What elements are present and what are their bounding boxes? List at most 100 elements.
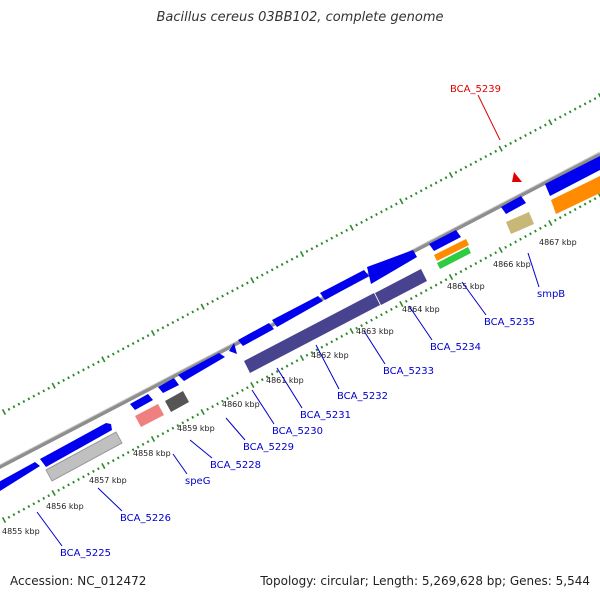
tick-minor xyxy=(141,442,145,446)
tick-major xyxy=(299,354,305,362)
feature-arrow[interactable] xyxy=(501,196,526,214)
feature-arrow[interactable] xyxy=(229,343,237,354)
tick-minor xyxy=(484,155,488,159)
tick-minor xyxy=(246,386,249,390)
tick-minor xyxy=(360,324,363,328)
feature-box-purple[interactable] xyxy=(375,269,427,305)
tick-minor xyxy=(588,99,592,103)
tick-minor xyxy=(156,328,160,332)
tick-minor xyxy=(573,208,577,211)
tick-minor xyxy=(469,264,473,268)
gene-label[interactable]: BCA_5234 xyxy=(430,342,481,353)
tick-minor xyxy=(126,344,130,348)
tick-minor xyxy=(320,345,324,349)
tick-minor xyxy=(12,405,16,409)
tick-minor xyxy=(593,97,597,101)
gene-leader xyxy=(172,453,188,475)
feature-arrow[interactable] xyxy=(320,270,369,300)
tick-minor xyxy=(57,488,60,492)
kbp-label: 4856 kbp xyxy=(46,502,84,511)
tick-minor xyxy=(544,123,547,127)
feature-box-orange[interactable] xyxy=(551,176,600,214)
tick-minor xyxy=(72,373,75,377)
feature-box-pink[interactable] xyxy=(135,404,164,427)
tick-major xyxy=(299,250,305,258)
tick-minor xyxy=(206,302,209,306)
tick-major xyxy=(1,516,7,524)
tick-minor xyxy=(146,334,150,338)
gene-leader xyxy=(315,344,340,390)
tick-minor xyxy=(519,136,522,140)
highlight-marker[interactable] xyxy=(512,172,522,182)
tick-minor xyxy=(131,448,135,452)
gene-label[interactable]: BCA_5232 xyxy=(337,391,388,402)
feature-arrow[interactable] xyxy=(40,423,112,467)
tick-minor xyxy=(106,461,110,465)
gene-label[interactable]: BCA_5225 xyxy=(60,548,111,559)
gene-leader xyxy=(461,281,487,316)
tick-minor xyxy=(464,267,468,271)
tick-minor xyxy=(67,483,70,487)
tick-minor xyxy=(265,270,269,274)
feature-arrow[interactable] xyxy=(178,353,225,381)
gene-label[interactable]: smpB xyxy=(537,289,565,300)
tick-minor xyxy=(563,112,567,116)
tick-minor xyxy=(111,352,115,356)
tick-minor xyxy=(563,213,567,217)
tick-major xyxy=(399,300,404,308)
feature-arrow[interactable] xyxy=(367,250,417,284)
feature-arrow[interactable] xyxy=(130,394,153,410)
tick-minor xyxy=(285,260,289,264)
tick-major xyxy=(448,171,454,179)
tick-minor xyxy=(97,467,100,471)
tick-minor xyxy=(429,184,433,188)
tick-minor xyxy=(345,332,349,336)
tick-minor xyxy=(454,170,458,174)
kbp-label: 4858 kbp xyxy=(133,449,171,458)
gene-label[interactable]: BCA_5233 xyxy=(383,366,434,377)
feature-arrow[interactable] xyxy=(0,462,40,491)
tick-minor xyxy=(236,286,239,290)
tick-major xyxy=(597,192,600,198)
feature-box-orange[interactable] xyxy=(434,239,469,261)
tick-minor xyxy=(489,253,493,257)
gene-label[interactable]: BCA_5226 xyxy=(120,513,171,524)
feature-arrow[interactable] xyxy=(272,296,323,327)
tick-minor xyxy=(573,107,577,111)
feature-box-darkgray[interactable] xyxy=(165,391,189,412)
feature-arrow[interactable] xyxy=(158,378,179,393)
tick-minor xyxy=(265,375,269,379)
gene-label[interactable]: BCA_5228 xyxy=(210,460,261,471)
tick-minor xyxy=(285,364,289,368)
tick-minor xyxy=(395,305,398,309)
gene-label[interactable]: BCA_5230 xyxy=(272,426,323,437)
gene-label[interactable]: speG xyxy=(185,476,210,487)
tick-minor xyxy=(186,418,190,422)
feature-box-gray[interactable] xyxy=(45,431,123,482)
tick-minor xyxy=(335,234,339,238)
tick-minor xyxy=(434,181,438,185)
tick-minor xyxy=(539,126,542,130)
feature-arrow[interactable] xyxy=(429,230,461,251)
gene-label[interactable]: BCA_5229 xyxy=(243,442,294,453)
feature-box-green[interactable] xyxy=(437,247,471,269)
kbp-label: 4860 kbp xyxy=(222,400,260,409)
tick-minor xyxy=(444,176,448,180)
tick-minor xyxy=(534,229,537,233)
tick-minor xyxy=(221,294,224,298)
tick-minor xyxy=(325,343,329,346)
tick-minor xyxy=(241,284,244,288)
gene-label[interactable]: BCA_5231 xyxy=(300,410,351,421)
tick-minor xyxy=(47,386,51,390)
feature-arrow[interactable] xyxy=(545,156,600,196)
tick-minor xyxy=(136,445,140,449)
tick-minor xyxy=(340,334,344,338)
gene-label[interactable]: BCA_5235 xyxy=(484,317,535,328)
feature-box-khaki[interactable] xyxy=(506,212,534,234)
feature-arrow[interactable] xyxy=(238,323,274,346)
tick-minor xyxy=(504,245,507,249)
tick-minor xyxy=(17,510,21,514)
highlight-label[interactable]: BCA_5239 xyxy=(450,84,501,95)
tick-minor xyxy=(92,363,95,367)
feature-box-purple[interactable] xyxy=(244,293,380,373)
